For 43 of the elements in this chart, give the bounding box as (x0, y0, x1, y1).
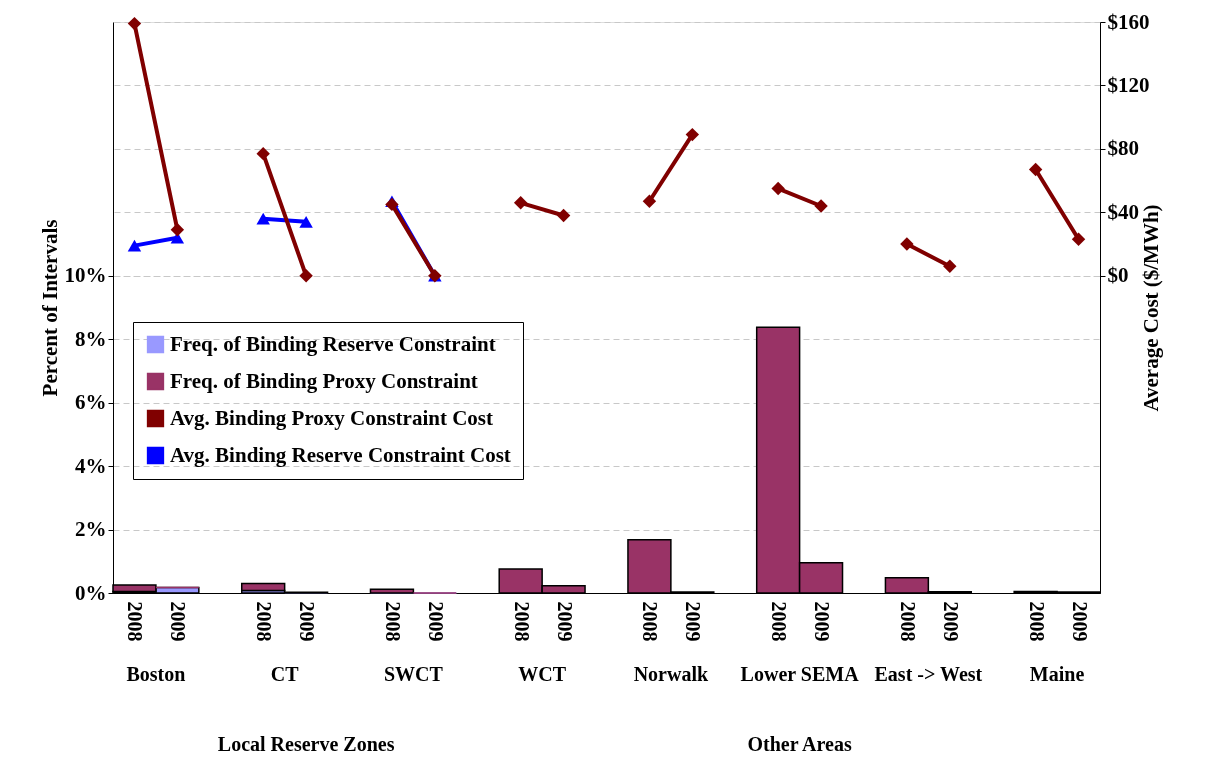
y-axis-title: Percent of Intervals (37, 219, 62, 397)
y-tick-label: 2% (75, 517, 107, 542)
x-tick-label: 2009 (167, 601, 190, 642)
text: CT (270, 663, 300, 685)
legend-label: Freq. of Binding Reserve Constraint (170, 331, 496, 356)
text: East -> West (874, 663, 983, 685)
y2-tick-label: $160 (1107, 9, 1150, 34)
x-tick-label: 2009 (424, 601, 447, 642)
y-tick-label: 4% (75, 453, 107, 478)
y2-tick-label: $40 (1107, 199, 1139, 224)
text: WCT (518, 663, 567, 685)
x-tick-label: 2008 (510, 601, 533, 642)
x-tick-label: 2008 (1025, 601, 1048, 642)
y-tick-label: 8% (75, 326, 107, 351)
legend-label: Avg. Binding Reserve Constraint Cost (170, 442, 511, 467)
legend-label: Avg. Binding Proxy Constraint Cost (170, 405, 494, 430)
x-tick-label: 2008 (639, 601, 662, 642)
text: Maine (1029, 663, 1085, 685)
x-tick-label: 2009 (682, 601, 705, 642)
x-tick-label: 2009 (939, 601, 962, 642)
y2-tick-label: $0 (1107, 263, 1129, 288)
text: Other Areas (747, 733, 852, 755)
x-tick-label: 2008 (253, 601, 276, 642)
x-tick-label: 2008 (768, 601, 791, 642)
text: Local Reserve Zones (217, 733, 395, 755)
text: Boston (126, 663, 186, 685)
y-tick-label: 0% (75, 580, 107, 605)
y2-tick-label: $80 (1107, 136, 1139, 161)
text: Lower SEMA (740, 663, 860, 685)
legend-label: Freq. of Binding Proxy Constraint (170, 368, 478, 393)
x-tick-label: 2008 (896, 601, 919, 642)
y-tick-label: 10% (64, 263, 107, 288)
text: SWCT (383, 663, 444, 685)
x-tick-label: 2009 (811, 601, 834, 642)
text: Norwalk (633, 663, 709, 685)
x-tick-label: 2008 (124, 601, 147, 642)
y2-tick-label: $120 (1107, 72, 1150, 97)
x-tick-label: 2009 (1068, 601, 1091, 642)
y-tick-label: 6% (75, 390, 107, 415)
y2-axis-title: Average Cost ($/MWh) (1138, 204, 1163, 412)
x-tick-label: 2008 (381, 601, 404, 642)
x-tick-label: 2009 (553, 601, 576, 642)
x-tick-label: 2009 (296, 601, 319, 642)
